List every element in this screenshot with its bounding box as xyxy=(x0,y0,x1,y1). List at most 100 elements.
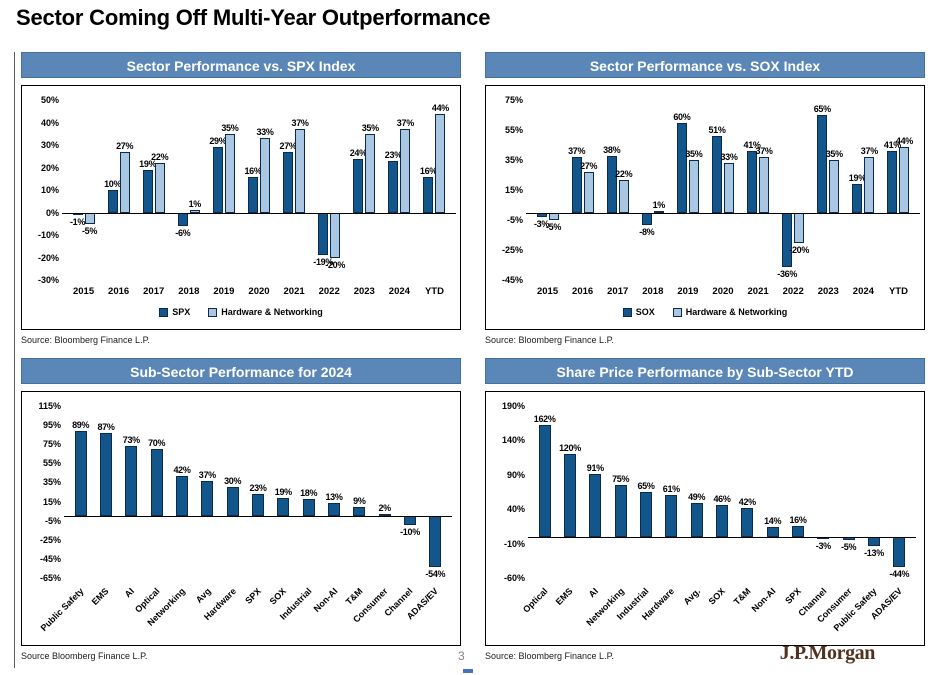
x-category-label: Non-AI xyxy=(311,586,340,614)
x-category-label: 2019 xyxy=(213,286,235,297)
bar xyxy=(641,212,652,225)
left-rule xyxy=(14,52,15,668)
bar-value-label: 19% xyxy=(139,158,157,169)
bar-value-label: -19% xyxy=(313,257,334,268)
bar xyxy=(759,157,770,213)
bar-value-label: 23% xyxy=(384,149,402,160)
y-tick-label: -5% xyxy=(44,515,61,526)
x-category-label: 2021 xyxy=(283,286,305,297)
x-axis-line xyxy=(526,212,920,214)
bar-value-label: 51% xyxy=(708,125,726,135)
panel-header: Sub-Sector Performance for 2024 xyxy=(21,358,461,384)
x-category-label: T&M xyxy=(731,586,753,607)
x-category-label: 2021 xyxy=(747,286,769,297)
legend-swatch xyxy=(159,307,169,317)
chart-subsector-2024: 115% 95% 75% 55% 35% 15% -5% -25% -45% -65% 89% Pub… xyxy=(21,391,461,646)
y-tick-label: -20% xyxy=(37,252,59,263)
x-category-label: 2020 xyxy=(712,286,734,297)
y-tick-label: 75% xyxy=(504,95,523,105)
y-tick-label: 20% xyxy=(40,162,59,173)
bar-value-label: 27% xyxy=(279,140,297,151)
x-category-label: 2023 xyxy=(817,286,839,297)
panel-header: Sector Performance vs. SPX Index xyxy=(21,52,461,78)
bar-value-label: 22% xyxy=(615,168,633,179)
bar-value-label: 120% xyxy=(559,443,581,454)
legend-label: SOX xyxy=(635,307,655,317)
chart-spx-vs-hardware: 50% 40% 30% 20% 10% 0% -10% -20% -30% -1% -5% 2015 1… xyxy=(21,85,461,330)
x-category-label: 2016 xyxy=(108,286,130,297)
bar xyxy=(142,169,153,213)
bar-value-label: 37% xyxy=(291,118,309,129)
bar xyxy=(766,527,779,537)
x-category-label: EMS xyxy=(90,586,112,607)
bar-value-label: 75% xyxy=(612,474,630,485)
y-tick-label: -10% xyxy=(37,230,59,240)
bar-value-label: 37% xyxy=(860,146,878,156)
bar xyxy=(328,503,340,516)
bar-value-label: 23% xyxy=(249,482,267,493)
legend-label: SPX xyxy=(172,307,191,317)
legend-swatch xyxy=(672,307,682,317)
panel-header: Sector Performance vs. SOX Index xyxy=(485,52,925,78)
bar-value-label: 42% xyxy=(173,464,191,475)
y-tick-label: -60% xyxy=(503,573,525,583)
bar-value-label: 42% xyxy=(738,496,756,507)
bar xyxy=(792,525,804,537)
bar-value-label: -3% xyxy=(815,540,831,551)
bar xyxy=(260,138,270,213)
panel-spx-comparison: Sector Performance vs. SPX Index 50% 40% 3… xyxy=(21,52,461,345)
bar xyxy=(548,212,559,220)
source-note: Source: Bloomberg Finance L.P. xyxy=(485,651,614,661)
x-category-label: 2017 xyxy=(143,286,165,297)
panel-subsector-2024: Sub-Sector Performance for 2024 115% 95% 7… xyxy=(21,358,461,661)
bar xyxy=(571,157,582,213)
bar xyxy=(712,136,722,213)
legend-swatch xyxy=(622,307,632,317)
y-tick-label: 35% xyxy=(504,155,523,165)
bar xyxy=(353,507,366,516)
y-tick-label: 75% xyxy=(42,439,61,450)
bar-value-label: 33% xyxy=(256,127,274,138)
x-axis-line xyxy=(528,536,916,538)
x-category-label: 2018 xyxy=(642,286,664,297)
bar xyxy=(150,449,163,516)
bar-value-label: -5% xyxy=(81,225,98,236)
bar-value-label: -10% xyxy=(400,527,420,538)
bar xyxy=(829,160,840,213)
bar xyxy=(538,425,551,537)
y-tick-label: 90% xyxy=(506,469,525,480)
bar-value-label: 38% xyxy=(603,144,621,155)
bar-value-label: 41% xyxy=(883,140,902,150)
bar xyxy=(864,157,875,213)
bar xyxy=(212,147,223,213)
bar-value-label: 37% xyxy=(568,146,586,156)
page-number: 3 xyxy=(458,649,465,663)
panel-header: Share Price Performance by Sub-Sector YT… xyxy=(485,358,925,384)
bar xyxy=(365,133,376,213)
x-category-label: Avg xyxy=(193,586,213,605)
bar xyxy=(817,115,828,213)
x-category-label: 2024 xyxy=(852,286,874,297)
y-tick-label: 40% xyxy=(40,117,59,128)
x-axis-line xyxy=(62,212,456,214)
bar xyxy=(690,503,703,537)
bar xyxy=(189,210,200,213)
bar xyxy=(295,129,306,213)
bar xyxy=(852,184,863,213)
bar-value-label: 16% xyxy=(419,165,438,176)
bar xyxy=(318,212,329,256)
bar xyxy=(84,212,95,224)
bar-value-label: 1% xyxy=(188,199,202,210)
y-tick-label: 55% xyxy=(42,458,61,469)
bar-value-label: 30% xyxy=(224,476,242,487)
bar xyxy=(353,158,364,213)
bar xyxy=(283,151,294,213)
bar xyxy=(618,179,629,213)
bar-value-label: 37% xyxy=(755,146,773,156)
x-category-label: SOX xyxy=(706,586,728,607)
chart-legend: SPX Hardware & Networking xyxy=(22,307,460,317)
bar xyxy=(388,160,399,213)
x-category-label: EMS xyxy=(554,586,576,607)
x-category-label: AI xyxy=(122,586,137,600)
